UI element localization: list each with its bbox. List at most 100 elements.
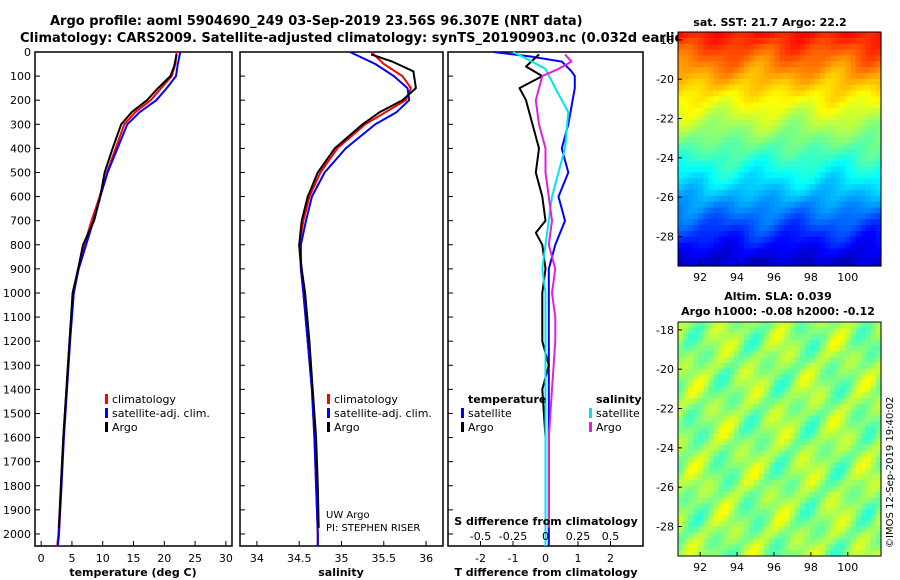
heatmap-cell: [708, 339, 715, 346]
heatmap-cell: [693, 37, 699, 45]
heatmap-cell: [688, 55, 694, 62]
heatmap-cell: [809, 113, 816, 121]
legend-satellite-label: satellite-adj. clim.: [334, 407, 432, 420]
heatmap-cell: [799, 322, 806, 329]
heatmap-cell: [875, 403, 882, 411]
heatmap-cell: [815, 72, 821, 80]
heatmap-cell: [809, 362, 816, 370]
heatmap-cell: [779, 55, 786, 62]
heatmap-cell: [875, 433, 882, 440]
heatmap-cell: [743, 207, 750, 214]
heatmap-cell: [784, 456, 791, 463]
heatmap-cell: [820, 485, 826, 493]
map-y-tick-label: -18: [656, 324, 674, 337]
heatmap-cell: [723, 225, 730, 232]
heatmap-cell: [855, 327, 862, 335]
heatmap-cell: [678, 520, 684, 528]
heatmap-cell: [743, 166, 750, 173]
heatmap-cell: [815, 479, 821, 487]
heatmap-cell: [693, 131, 699, 138]
heatmap-cell: [835, 491, 841, 499]
heatmap-cell: [693, 78, 699, 86]
heatmap-cell: [860, 254, 867, 261]
heatmap-cell: [683, 242, 689, 250]
heatmap-cell: [769, 78, 776, 86]
heatmap-cell: [769, 515, 776, 522]
heatmap-cell: [749, 184, 755, 191]
heatmap-cell: [820, 362, 826, 370]
heatmap-cell: [870, 339, 877, 346]
y-tick-label: 1900: [3, 504, 31, 517]
heatmap-cell: [815, 515, 821, 522]
heatmap-cell: [733, 242, 740, 250]
heatmap-cell: [713, 462, 720, 469]
heatmap-cell: [845, 61, 852, 68]
heatmap-cell: [703, 380, 710, 387]
heatmap-cell: [815, 550, 821, 557]
heatmap-cell: [804, 207, 811, 214]
heatmap-cell: [703, 538, 710, 545]
heatmap-cell: [779, 195, 786, 203]
heatmap-cell: [759, 236, 765, 244]
heatmap-cell: [754, 444, 760, 452]
heatmap-cell: [769, 154, 776, 162]
heatmap-cell: [703, 43, 710, 51]
heatmap-cell: [733, 380, 740, 387]
heatmap-cell: [678, 380, 684, 387]
heatmap-cell: [678, 409, 684, 417]
heatmap-cell: [784, 515, 791, 522]
heatmap-cell: [784, 67, 791, 74]
heatmap-cell: [875, 78, 882, 86]
heatmap-cell: [825, 345, 831, 352]
heatmap-cell: [845, 520, 852, 528]
heatmap-cell: [855, 61, 862, 68]
heatmap-cell: [774, 357, 781, 364]
heatmap-cell: [769, 149, 776, 156]
x-tick-label: 35.5: [372, 552, 397, 565]
heatmap-cell: [754, 67, 760, 74]
heatmap-cell: [870, 503, 877, 510]
heatmap-cell: [688, 49, 694, 56]
heatmap-cell: [728, 248, 735, 255]
heatmap-cell: [678, 491, 684, 499]
heatmap-cell: [855, 242, 862, 250]
heatmap-cell: [754, 143, 760, 150]
heatmap-cell: [743, 491, 750, 499]
heatmap-cell: [840, 78, 847, 86]
heatmap-cell: [799, 137, 806, 144]
heatmap-cell: [845, 254, 852, 261]
heatmap-cell: [840, 433, 847, 440]
heatmap-cell: [688, 474, 694, 481]
heatmap-cell: [713, 427, 720, 434]
heatmap-cell: [774, 550, 781, 557]
heatmap-cell: [759, 462, 765, 469]
heatmap-cell: [784, 497, 791, 504]
heatmap-cell: [754, 421, 760, 428]
heatmap-cell: [830, 415, 836, 423]
heatmap-cell: [784, 137, 791, 144]
heatmap-cell: [809, 368, 816, 376]
heatmap-cell: [774, 178, 781, 185]
heatmap-cell: [835, 125, 841, 133]
title-line-2: Climatology: CARS2009. Satellite-adjuste…: [20, 31, 696, 46]
heatmap-cell: [789, 532, 796, 540]
heatmap-cell: [764, 485, 770, 493]
heatmap-cell: [698, 544, 704, 551]
heatmap-cell: [789, 137, 796, 144]
heatmap-cell: [875, 427, 882, 434]
heatmap-cell: [815, 503, 821, 510]
heatmap-cell: [860, 444, 867, 452]
heatmap-cell: [804, 189, 811, 197]
heatmap-cell: [749, 362, 755, 370]
heatmap-cell: [835, 403, 841, 411]
heatmap-cell: [875, 131, 882, 138]
heatmap-cell: [875, 195, 882, 203]
heatmap-cell: [693, 427, 699, 434]
heatmap-cell: [698, 403, 704, 411]
heatmap-cell: [809, 131, 816, 138]
heatmap-cell: [693, 72, 699, 80]
x-tick-label: 0: [542, 552, 549, 565]
heatmap-cell: [683, 254, 689, 261]
heatmap-cell: [870, 374, 877, 382]
heatmap-cell: [749, 538, 755, 545]
